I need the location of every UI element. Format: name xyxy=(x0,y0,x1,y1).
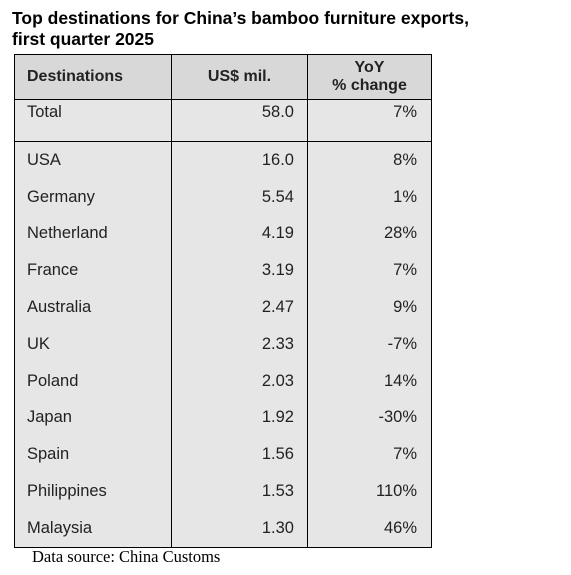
cell-value: 16.0 xyxy=(171,141,308,179)
cell-value: 2.33 xyxy=(171,325,308,363)
total-value: 58.0 xyxy=(171,99,308,142)
header-yoy: YoY % change xyxy=(307,54,432,100)
header-row: Destinations US$ mil. YoY % change xyxy=(14,54,432,100)
cell-yoy: -30% xyxy=(307,399,432,437)
cell-yoy: -7% xyxy=(307,325,432,363)
cell-yoy: 7% xyxy=(307,436,432,474)
table-title: Top destinations for China’s bamboo furn… xyxy=(12,8,568,50)
header-yoy-line-2: % change xyxy=(332,77,407,94)
cell-destination: UK xyxy=(14,325,172,363)
table-row: France 3.19 7% xyxy=(14,252,432,290)
total-row: Total 58.0 7% xyxy=(14,99,432,142)
cell-yoy: 46% xyxy=(307,509,432,548)
cell-destination: Poland xyxy=(14,362,172,400)
cell-value: 1.92 xyxy=(171,399,308,437)
cell-destination: USA xyxy=(14,141,172,179)
cell-yoy: 9% xyxy=(307,289,432,326)
header-destinations: Destinations xyxy=(14,54,172,100)
cell-value: 1.56 xyxy=(171,436,308,474)
header-yoy-line-1: YoY xyxy=(354,59,385,76)
table-row: USA 16.0 8% xyxy=(14,141,432,179)
data-source-note: Data source: China Customs xyxy=(32,547,221,566)
title-line-2: first quarter 2025 xyxy=(12,29,155,49)
cell-value: 1.30 xyxy=(171,509,308,548)
total-yoy: 7% xyxy=(307,99,432,142)
table-row: Netherland 4.19 28% xyxy=(14,215,432,253)
table-header: Destinations US$ mil. YoY % change xyxy=(14,54,432,100)
cell-yoy: 28% xyxy=(307,215,432,253)
cell-destination: France xyxy=(14,252,172,290)
cell-destination: Netherland xyxy=(14,215,172,253)
total-section: Total 58.0 7% xyxy=(14,99,432,142)
cell-destination: Spain xyxy=(14,436,172,474)
table-row: Germany 5.54 1% xyxy=(14,178,432,216)
table-row: Japan 1.92 -30% xyxy=(14,399,432,437)
cell-yoy: 14% xyxy=(307,362,432,400)
cell-destination: Australia xyxy=(14,289,172,326)
cell-yoy: 8% xyxy=(307,141,432,179)
table-row: Malaysia 1.30 46% xyxy=(14,509,432,548)
cell-yoy: 110% xyxy=(307,473,432,510)
destination-rows: USA 16.0 8% Germany 5.54 1% Netherland 4.19 28% F… xyxy=(14,141,432,548)
table-row: UK 2.33 -7% xyxy=(14,325,432,363)
cell-yoy: 1% xyxy=(307,178,432,216)
cell-value: 3.19 xyxy=(171,252,308,290)
cell-destination: Germany xyxy=(14,178,172,216)
total-destination: Total xyxy=(14,99,172,142)
cell-destination: Malaysia xyxy=(14,509,172,548)
cell-value: 1.53 xyxy=(171,473,308,510)
cell-destination: Philippines xyxy=(14,473,172,510)
table-row: Australia 2.47 9% xyxy=(14,289,432,326)
cell-value: 2.03 xyxy=(171,362,308,400)
exports-table: Destinations US$ mil. YoY % change Total… xyxy=(14,54,432,548)
table-row: Poland 2.03 14% xyxy=(14,362,432,400)
cell-value: 2.47 xyxy=(171,289,308,326)
header-value: US$ mil. xyxy=(171,54,308,100)
cell-yoy: 7% xyxy=(307,252,432,290)
table-row: Philippines 1.53 110% xyxy=(14,473,432,510)
cell-value: 5.54 xyxy=(171,178,308,216)
title-line-1: Top destinations for China’s bamboo furn… xyxy=(12,8,469,28)
table-row: Spain 1.56 7% xyxy=(14,436,432,474)
cell-value: 4.19 xyxy=(171,215,308,253)
cell-destination: Japan xyxy=(14,399,172,437)
